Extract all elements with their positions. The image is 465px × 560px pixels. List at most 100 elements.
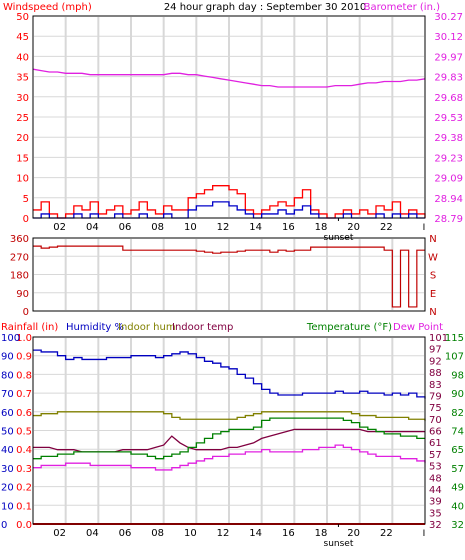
rainfall-axis-label: Rainfall (in) (1, 322, 58, 333)
temperature-tick-label: 82 (451, 408, 464, 419)
winddir-tick-label: 360 (10, 234, 29, 245)
windspeed-tick-label: 45 (16, 32, 29, 43)
indoor-temp-tick-label: 39 (429, 497, 442, 508)
rainfall-tick-label: 0.4 (16, 445, 32, 456)
temperature-tick-label: 57 (451, 464, 464, 475)
temperature-tick-label: 74 (451, 427, 464, 438)
hour-tick-label: 02 (53, 528, 66, 539)
panel-frame-3 (32, 336, 426, 525)
end-tick-label: I (423, 223, 426, 233)
compass-tick-label: N (429, 234, 436, 245)
barometer-axis-label: Barometer (in.) (364, 2, 440, 13)
rainfall-tick-label: 1.0 (16, 333, 32, 344)
hour-tick-label: 08 (151, 528, 164, 539)
winddir-tick-label: 180 (10, 271, 29, 282)
panel-frame-1 (32, 15, 426, 219)
rainfall-tick-label: 0.3 (16, 464, 32, 475)
barometer-tick-label: 29.38 (434, 133, 463, 144)
sunset-label: sunset (324, 233, 354, 243)
humidity-tick-label: 100 (1, 333, 20, 344)
humidity-series (33, 349, 426, 399)
hour-tick-label: 18 (315, 528, 328, 539)
barometer-tick-label: 30.27 (434, 12, 463, 23)
windspeed-tick-label: 50 (16, 12, 29, 23)
indoor-temp-tick-label: 97 (429, 345, 442, 356)
windspeed-axis-label: Windspeed (mph) (3, 2, 92, 13)
hour-tick-label: 22 (380, 528, 393, 539)
indoor-temp-tick-label: 53 (429, 462, 442, 473)
rainfall-tick-label: 0.7 (16, 389, 32, 400)
indoor-temp-tick-label: 79 (429, 391, 442, 402)
indoor-temp-tick-label: 101 (429, 333, 448, 344)
hour-tick-label: 16 (282, 528, 295, 539)
rainfall-tick-label: 0.1 (16, 501, 32, 512)
temperature-tick-label: 65 (451, 445, 464, 456)
barometer-tick-label: 29.97 (434, 52, 463, 63)
winddir-tick-label: 270 (10, 252, 29, 263)
barometer-tick-label: 29.09 (434, 174, 463, 185)
hour-tick-label: 18 (315, 222, 328, 233)
windspeed-tick-label: 40 (16, 52, 29, 63)
winddir-tick-label: 0 (23, 307, 29, 318)
windspeed-tick-label: 10 (16, 174, 29, 185)
rainfall-tick-label: 0.5 (16, 427, 32, 438)
legend-indoor-temp: Indoor temp (172, 322, 233, 333)
windspeed-tick-label: 25 (16, 113, 29, 124)
temperature-tick-label: 107 (445, 352, 464, 363)
barometer-tick-label: 29.23 (434, 153, 463, 164)
humidity-tick-label: 20 (1, 483, 14, 494)
rainfall-tick-label: 0.2 (16, 483, 32, 494)
sunset-label: sunset (324, 539, 354, 549)
barometer-tick-label: 28.94 (434, 194, 463, 205)
hour-tick-label: 12 (217, 528, 230, 539)
barometer-tick-label: 29.68 (434, 93, 463, 104)
rainfall-tick-label: 0.9 (16, 352, 32, 363)
humidity-tick-label: 10 (1, 501, 14, 512)
hour-tick-label: 14 (249, 222, 262, 233)
barometer-tick-label: 30.12 (434, 32, 463, 43)
hour-tick-label: 04 (86, 222, 99, 233)
compass-tick-label: N (429, 307, 436, 318)
legend-humidity: Humidity % (66, 322, 124, 333)
hour-tick-label: 02 (53, 222, 66, 233)
windspeed-tick-label: 35 (16, 73, 29, 84)
barometer-series (32, 68, 426, 88)
indoor-temp-tick-label: 70 (429, 415, 442, 426)
indoor-temp-tick-label: 88 (429, 368, 442, 379)
temperature-tick-label: 98 (451, 370, 464, 381)
hour-tick-label: 20 (347, 222, 360, 233)
hour-tick-label: 12 (217, 222, 230, 233)
temperature-tick-label: 32 (451, 520, 464, 531)
indoor-temp-tick-label: 57 (429, 450, 442, 461)
legend-indoor-hum: Indoor hum (118, 322, 176, 333)
hour-tick-label: 22 (380, 222, 393, 233)
hour-tick-label: 06 (119, 528, 132, 539)
temperature-tick-label: 90 (451, 389, 464, 400)
indoor-temp-tick-label: 92 (429, 356, 442, 367)
humidity-tick-label: 70 (1, 389, 14, 400)
hour-tick-label: 14 (249, 528, 262, 539)
indoor-hum-series (33, 411, 426, 422)
windspeed-tick-label: 0 (23, 214, 29, 225)
humidity-tick-label: 60 (1, 408, 14, 419)
temperature-series (33, 417, 425, 460)
rainfall-tick-label: 0.8 (16, 370, 32, 381)
end-tick-label: I (423, 529, 426, 539)
indoor-temp-tick-label: 48 (429, 473, 442, 484)
hour-tick-label: 04 (86, 528, 99, 539)
humidity-tick-label: 50 (1, 427, 14, 438)
chart-title: 24 hour graph day : September 30 2010 (164, 2, 366, 13)
legend-temperature: Temperature (°F) (306, 322, 392, 333)
compass-tick-label: E (430, 289, 436, 300)
humidity-tick-label: 90 (1, 352, 14, 363)
rainfall-tick-label: 0.0 (16, 520, 32, 531)
hour-tick-label: 10 (184, 528, 197, 539)
hour-tick-label: 20 (347, 528, 360, 539)
hour-tick-label: 10 (184, 222, 197, 233)
hour-tick-label: 08 (151, 222, 164, 233)
barometer-tick-label: 29.83 (434, 73, 463, 84)
indoor-temp-tick-label: 32 (429, 520, 442, 531)
indoor-temp-tick-label: 66 (429, 427, 442, 438)
windspeed-tick-label: 15 (16, 153, 29, 164)
indoor-temp-tick-label: 35 (429, 508, 442, 519)
